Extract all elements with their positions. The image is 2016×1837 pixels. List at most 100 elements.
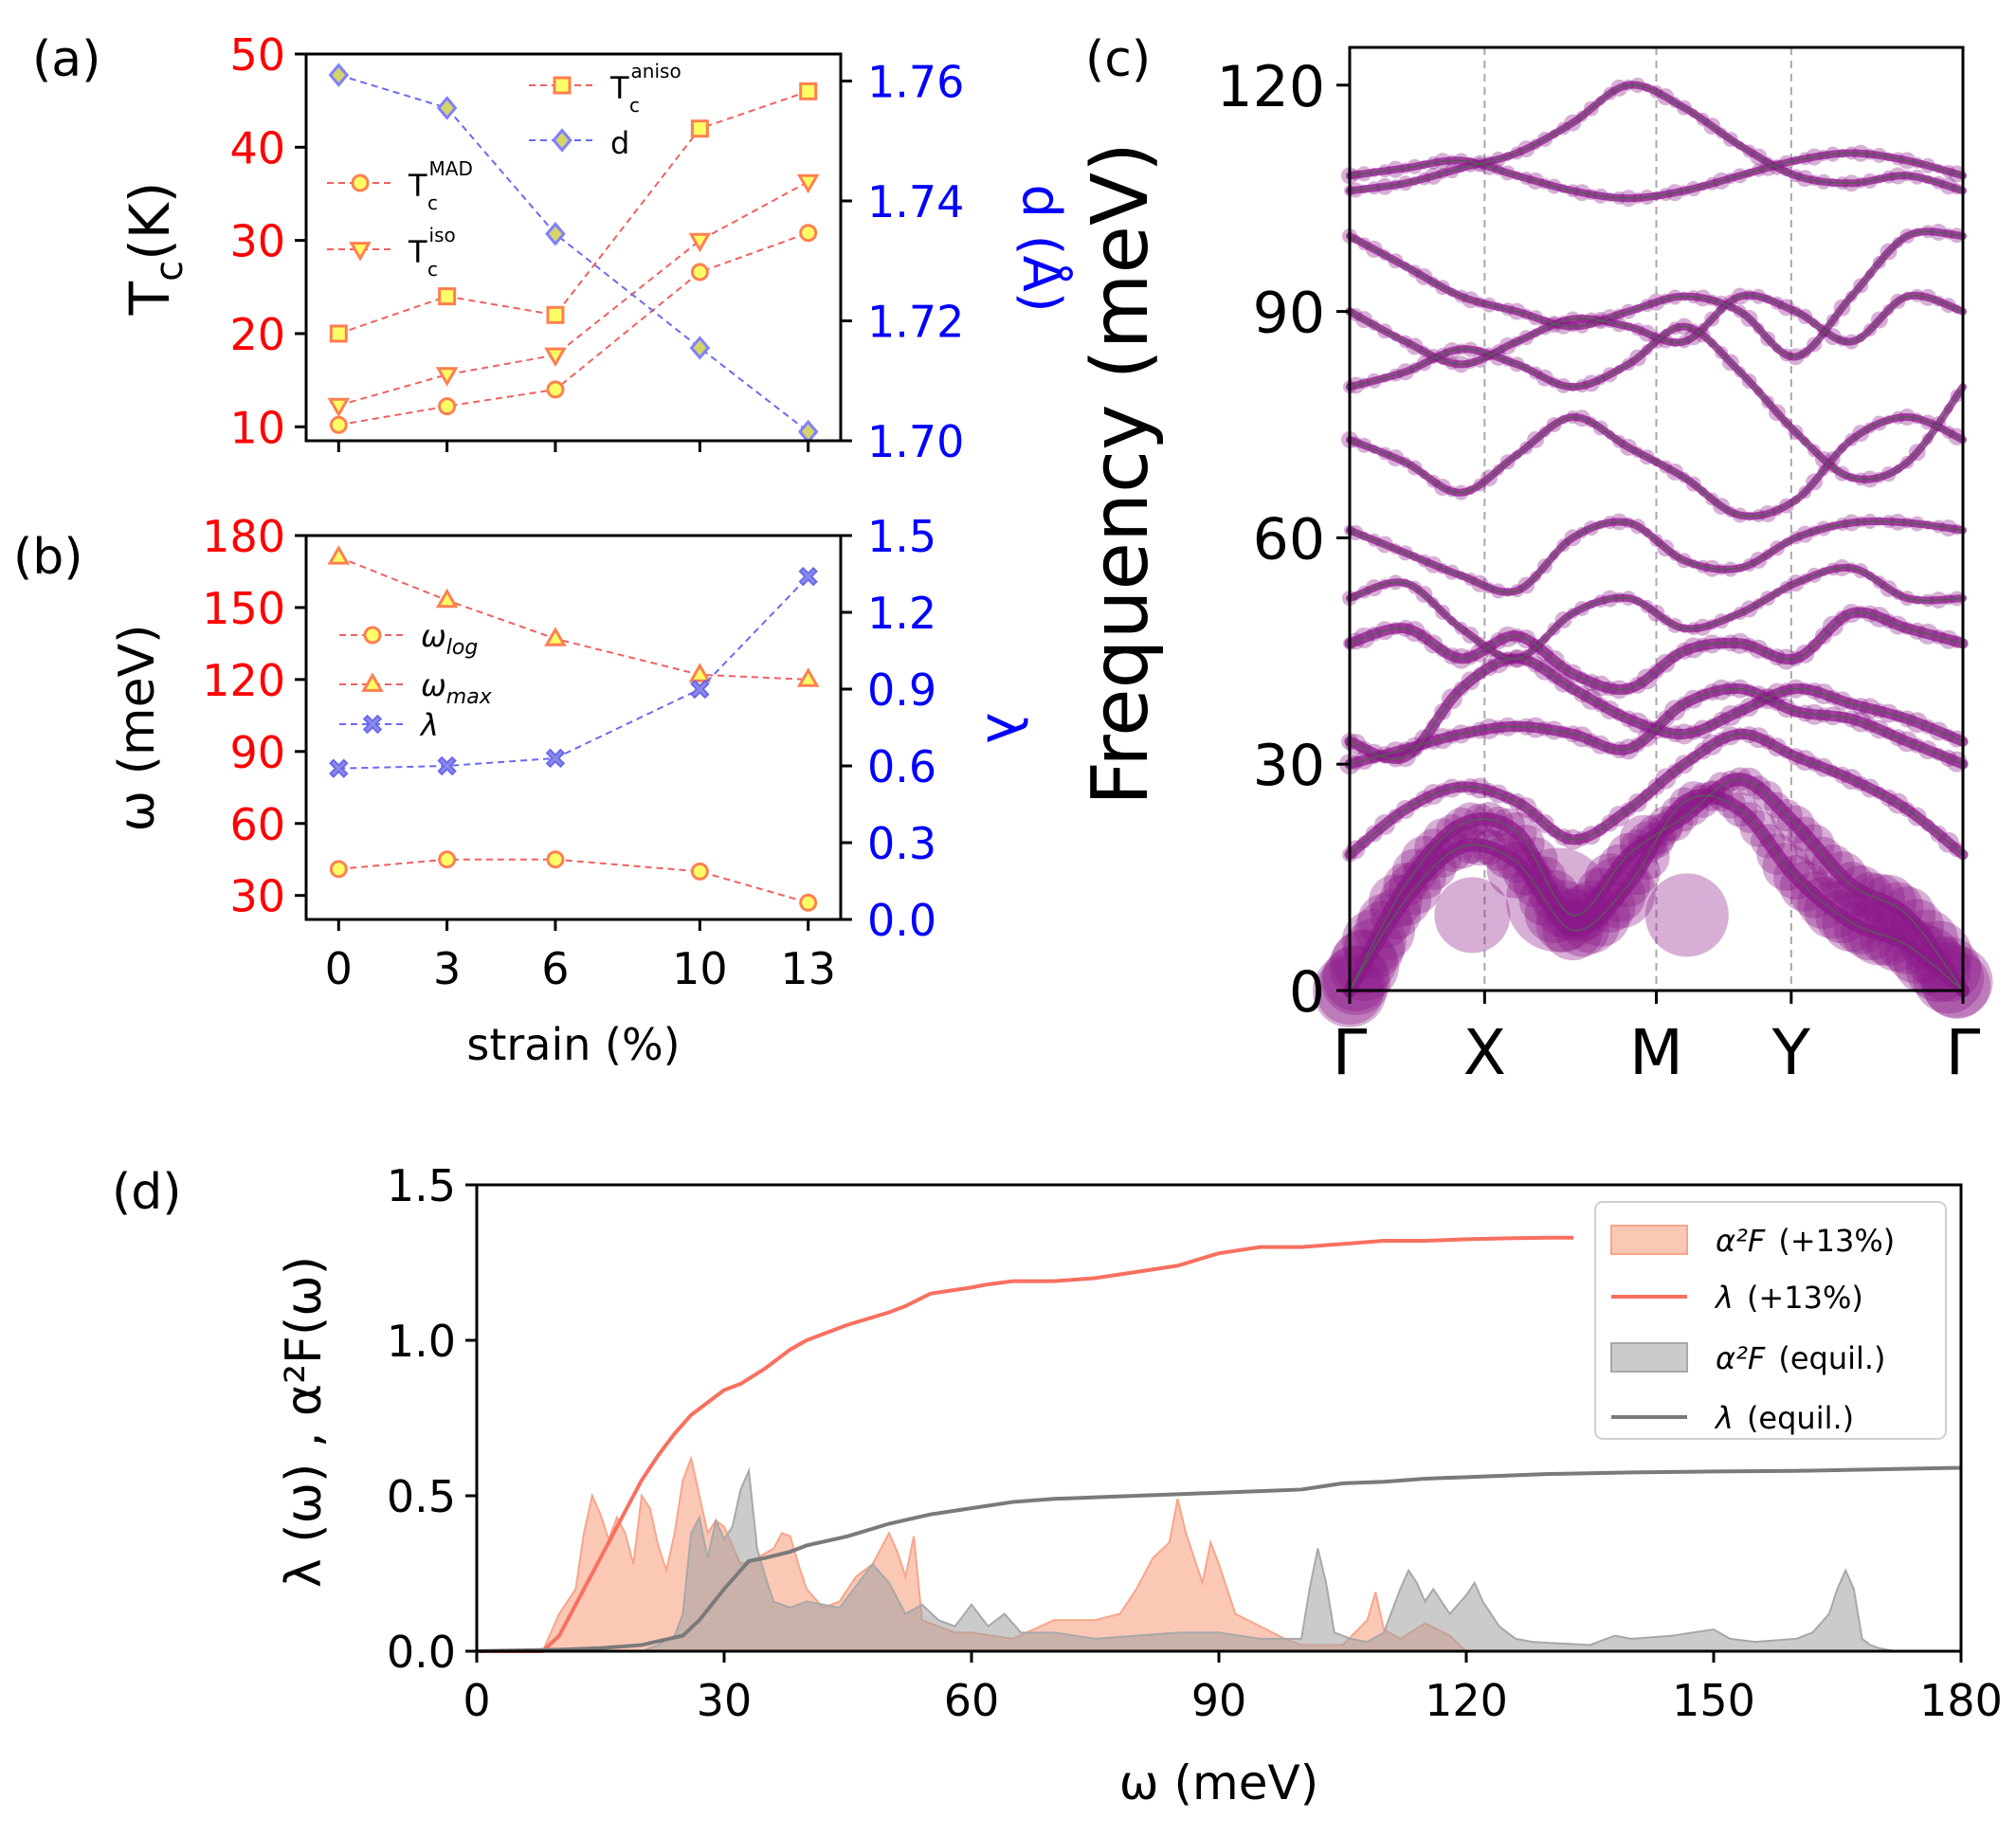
coupling-bubble-large (1583, 856, 1656, 929)
x-tick-label: 120 (1425, 1675, 1508, 1726)
legend-marker (349, 242, 372, 262)
coupling-bubble-large (1505, 847, 1610, 953)
series-point-T_c^MAD (329, 415, 348, 434)
y-axis-label: Frequency (meV) (1076, 142, 1166, 806)
series-point-d (436, 96, 458, 120)
y-axis-label-left: Tc(K) (118, 182, 191, 317)
legend-marker (363, 626, 382, 645)
legend-label: λ (equil.) (1714, 1400, 1854, 1436)
band-line (1349, 325, 1964, 481)
band-line (1349, 733, 1964, 856)
series-point-ω_max (435, 588, 459, 609)
series-point-ω_log (438, 850, 457, 869)
y-tick-label-right: 1.74 (867, 176, 964, 227)
legend: α²F (+13%) λ (+13%) α²F (equil.) λ (equil.) (1594, 1201, 1947, 1440)
y-tick-label: 0 (1289, 959, 1325, 1026)
y-tick-label: 60 (1253, 506, 1325, 573)
band-line (1349, 83, 1964, 191)
band-line (1349, 611, 1964, 691)
y-tick-label-left: 20 (229, 309, 285, 360)
y-tick-label-right: 1.72 (867, 296, 964, 347)
series-point-T_c^aniso (690, 119, 709, 138)
y-tick-label-right: 1.2 (867, 588, 936, 639)
y-tick-label-left: 60 (229, 799, 285, 850)
x-axis-label: ω (meV) (1119, 1755, 1318, 1810)
series-point-d (797, 419, 819, 445)
legend-label: λ (+13%) (1714, 1280, 1863, 1316)
legend-swatch (1610, 1225, 1688, 1255)
series-point-T_c^iso (327, 397, 351, 418)
panel-label: (d) (112, 1164, 182, 1221)
band-line (1349, 520, 1964, 593)
x-tick-label: 6 (541, 943, 569, 994)
panel-c: 0 30 60 90 120 Γ X M Y Γ Frequency (meV) (c) (1076, 31, 1993, 1089)
series-point-ω_log (690, 862, 709, 881)
y-axis-label-right: λ (974, 712, 1036, 743)
x-tick-label: 60 (944, 1675, 1000, 1726)
series-point-T_c^iso (796, 173, 820, 194)
panel-label: (b) (13, 529, 83, 586)
y-tick-label-left: 10 (229, 402, 285, 453)
y-axis-label: λ (ω) , α²F(ω) (276, 1256, 333, 1588)
series-point-T_c^iso (435, 367, 459, 387)
legend-marker (553, 76, 572, 95)
y-tick-label-left: 30 (229, 216, 285, 267)
y-tick-label-right: 1.5 (867, 511, 936, 562)
legend-label: d (610, 125, 629, 161)
y-tick-label-right: 0.3 (867, 818, 936, 869)
series-point-λ (798, 566, 818, 587)
band-line (1349, 567, 1964, 660)
series-point-T_c^MAD (799, 224, 818, 243)
series-point-ω_log (799, 893, 818, 912)
x-tick-label: Y (1771, 1016, 1811, 1089)
y-tick-label-left: 180 (202, 511, 285, 562)
series-point-λ (545, 748, 566, 769)
y-tick-label: 30 (1253, 733, 1325, 799)
y-tick-label-right: 0.9 (867, 664, 936, 716)
legend-label: α²F (equil.) (1716, 1340, 1886, 1376)
series-line-ω_max (337, 555, 808, 681)
line-λ (equil.) (476, 1465, 1962, 1653)
y-tick-label-left: 120 (202, 655, 285, 706)
y-tick-label-right: 1.76 (867, 56, 964, 107)
plot-frame-a (304, 52, 843, 443)
series-point-T_c^MAD (546, 380, 565, 399)
panel-b: 30 60 90 120 150 180 0.0 0.3 0.6 0.9 1.2 1.5 0 3 6 10 13… (13, 511, 1036, 1070)
coupling-bubbles (1313, 77, 1993, 1028)
series-line-λ (338, 575, 809, 770)
y-tick-label-right: 0.0 (867, 895, 936, 946)
series-point-T_c^aniso (799, 82, 818, 100)
band-line (1349, 658, 1964, 760)
y-tick-label: 120 (1216, 54, 1325, 120)
band-line (1349, 794, 1964, 991)
series-line-T_c^iso (338, 180, 809, 407)
series-point-T_c^MAD (438, 397, 457, 416)
x-tick-label: 10 (672, 943, 728, 994)
y-tick-label-right: 0.6 (867, 741, 936, 792)
panel-d: 0.0 0.5 1.0 1.5 0 30 60 90 120 150 180 ω (meV) λ (ω)… (112, 1160, 2003, 1810)
series-point-ω_max (327, 545, 351, 565)
legend-marker (552, 128, 572, 153)
y-tick-label-right: 1.70 (867, 416, 964, 467)
coupling-bubble-large (1644, 873, 1729, 957)
band-line (1349, 230, 1964, 358)
y-tick-label: 1.0 (387, 1316, 456, 1367)
series-point-ω_max (544, 627, 567, 646)
legend-box (1594, 1201, 1947, 1440)
band-line (1349, 416, 1964, 518)
series-point-λ (329, 758, 349, 778)
x-tick-label: 13 (780, 943, 836, 994)
x-tick-label: 0 (325, 943, 353, 994)
series-point-T_c^iso (688, 232, 712, 253)
series-point-T_c^aniso (438, 287, 457, 306)
legend-label: T MAD c (408, 157, 473, 214)
series-point-ω_max (796, 667, 820, 687)
series-point-T_c^aniso (546, 305, 565, 324)
series-line-T_c^aniso (337, 90, 809, 335)
series-point-ω_log (546, 850, 565, 869)
series-point-T_c^aniso (329, 324, 348, 343)
legend-label: ωmax (421, 667, 493, 709)
band-line (1349, 294, 1964, 366)
